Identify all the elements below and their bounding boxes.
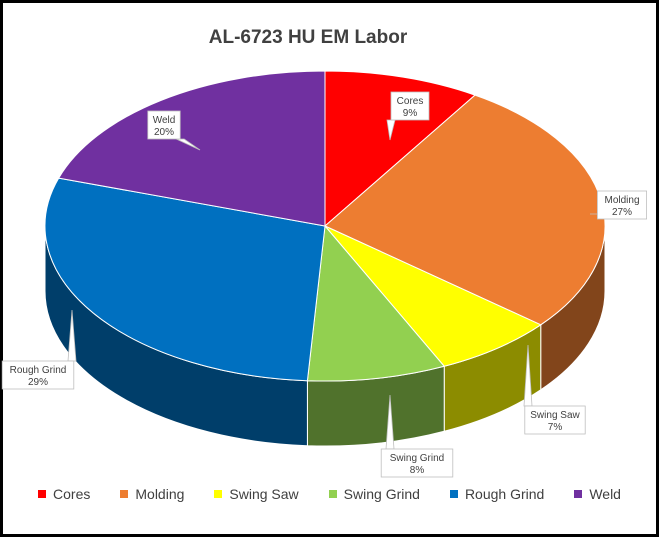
legend-label-rough-grind: Rough Grind <box>464 486 545 502</box>
legend-label-molding: Molding <box>135 486 185 502</box>
legend-swatch-molding <box>120 490 129 498</box>
legend-swatch-cores <box>38 490 47 498</box>
pie-sides <box>44 225 606 447</box>
legend-label-swing-saw: Swing Saw <box>229 486 299 502</box>
label-box-weld <box>147 110 181 140</box>
legend-item-molding: Molding <box>120 486 184 502</box>
label-box-rough-grind <box>1 360 75 390</box>
label-box-swing-saw <box>524 405 586 435</box>
data-label-name-molding: Molding <box>604 195 639 206</box>
legend-item-rough-grind: Rough Grind <box>449 486 545 502</box>
legend-item-swing-saw: Swing Saw <box>214 486 299 502</box>
label-box-swing-grind <box>380 448 454 478</box>
legend-item-weld: Weld <box>574 486 621 502</box>
data-label-value-weld: 20% <box>154 127 174 138</box>
legend-label-swing-grind: Swing Grind <box>343 486 420 502</box>
data-label-value-cores: 9% <box>403 108 418 119</box>
data-label-name-swing-grind: Swing Grind <box>390 453 444 464</box>
data-label-value-rough-grind: 29% <box>28 377 48 388</box>
data-label-value-molding: 27% <box>612 207 632 218</box>
pie-slice-rough-grind <box>44 177 326 382</box>
data-label-name-cores: Cores <box>397 96 424 107</box>
legend-swatch-rough-grind <box>449 490 458 498</box>
legend-item-swing-grind: Swing Grind <box>328 486 420 502</box>
legend-label-weld: Weld <box>589 486 621 502</box>
legend-label-cores: Cores <box>53 486 91 502</box>
pie-top <box>44 70 606 382</box>
legend-swatch-weld <box>574 490 583 498</box>
data-label-name-weld: Weld <box>153 115 176 126</box>
legend-swatch-swing-grind <box>328 490 337 498</box>
pie-slice-cores <box>324 70 477 228</box>
label-box-cores <box>390 91 430 121</box>
legend-item-cores: Cores <box>38 486 90 502</box>
chart-title: AL-6723 HU EM Labor <box>208 27 408 48</box>
label-box-molding <box>597 190 648 220</box>
pie-slice-swing-grind <box>306 224 446 382</box>
data-label-name-rough-grind: Rough Grind <box>10 365 67 376</box>
pie-slice-swing-saw <box>324 225 542 367</box>
legend: Cores Molding Swing Saw Swing Grind Rough Gr… <box>0 486 659 502</box>
legend-swatch-swing-saw <box>214 490 223 498</box>
pie-slice-weld <box>57 70 326 227</box>
data-label-value-swing-grind: 8% <box>410 465 425 476</box>
data-label-value-swing-saw: 7% <box>548 422 563 433</box>
data-label-name-swing-saw: Swing Saw <box>530 410 580 421</box>
